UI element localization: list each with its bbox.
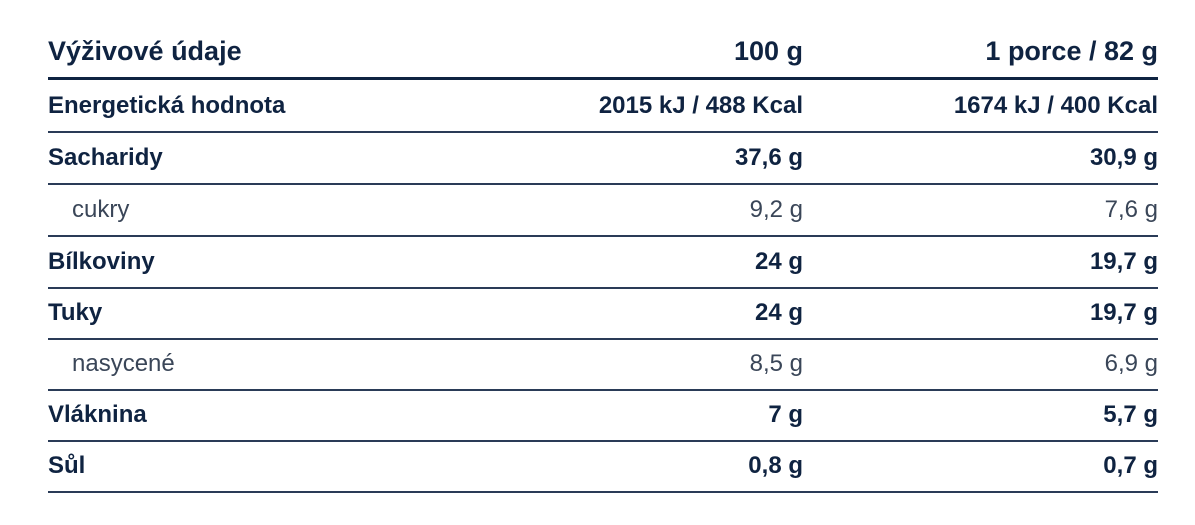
cell-value: 0,7 g xyxy=(1103,451,1158,479)
row-label: cukry xyxy=(72,195,130,223)
row-label: Energetická hodnota xyxy=(48,91,286,119)
row-label: Sůl xyxy=(48,451,86,479)
cell-value: 7 g xyxy=(768,400,803,428)
cell-value: 37,6 g xyxy=(734,143,803,171)
cell-value: 24 g xyxy=(754,247,803,275)
table-row: Bílkoviny 24 g 19,7 g xyxy=(48,236,1158,289)
cell-value: 5,7 g xyxy=(1103,400,1158,428)
cell-value: 1674 kJ / 400 Kcal xyxy=(953,91,1158,119)
header-row: Výživové údaje 100 g 1 porce / 82 g xyxy=(48,26,1158,80)
cell-value: 19,7 g xyxy=(1089,247,1158,275)
cell-value: 0,8 g xyxy=(748,451,803,479)
table-row: Tuky 24 g 19,7 g xyxy=(48,287,1158,340)
row-label: Vláknina xyxy=(48,400,147,428)
header-cell: 1 porce / 82 g xyxy=(985,36,1158,66)
cell-value: 8,5 g xyxy=(749,349,803,377)
cell-value: 24 g xyxy=(754,298,803,326)
row-label: Bílkoviny xyxy=(48,247,155,275)
table-row: cukry 9,2 g 7,6 g xyxy=(48,184,1158,237)
table-row: Vláknina 7 g 5,7 g xyxy=(48,389,1158,442)
table-row: Energetická hodnota 2015 kJ / 488 Kcal 1… xyxy=(48,80,1158,133)
cell-value: 30,9 g xyxy=(1089,143,1158,171)
header-cell: Výživové údaje xyxy=(48,36,242,66)
cell-value: 19,7 g xyxy=(1089,298,1158,326)
row-label: nasycené xyxy=(72,349,175,377)
cell-value: 2015 kJ / 488 Kcal xyxy=(598,91,803,119)
row-label: Sacharidy xyxy=(48,143,163,171)
row-label: Tuky xyxy=(48,298,103,326)
cell-value: 6,9 g xyxy=(1104,349,1158,377)
cell-value: 9,2 g xyxy=(749,195,803,223)
table-row: Sůl 0,8 g 0,7 g xyxy=(48,440,1158,493)
header-cell: 100 g xyxy=(733,36,803,66)
table-row: Sacharidy 37,6 g 30,9 g xyxy=(48,132,1158,185)
cell-value: 7,6 g xyxy=(1104,195,1158,223)
table-row: nasycené 8,5 g 6,9 g xyxy=(48,338,1158,391)
